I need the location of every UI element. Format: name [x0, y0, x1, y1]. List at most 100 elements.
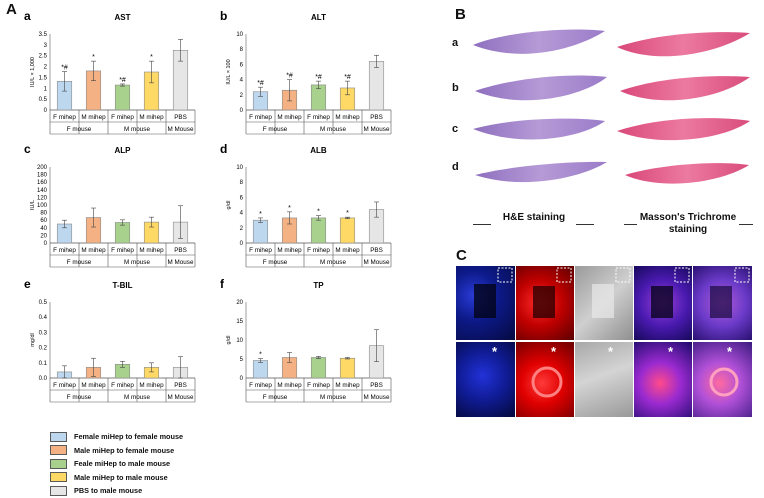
x-tick-label: F mihep	[307, 247, 330, 254]
x-tick-label: F mihep	[111, 382, 134, 389]
y-tick-label: 8	[240, 180, 244, 186]
y-tick-label: 200	[37, 165, 48, 171]
legend-swatch	[50, 458, 67, 469]
x-tick-label: PBS	[370, 247, 383, 254]
legend-label: Male miHep to female mouse	[74, 445, 175, 455]
bar	[310, 217, 327, 244]
group-label: M mouse	[124, 126, 150, 133]
x-tick-label: M mihep	[139, 247, 164, 254]
x-tick-label: F mihep	[249, 114, 272, 121]
y-tick-label: 0.0	[39, 376, 48, 382]
he-section-b	[475, 75, 607, 101]
y-tick-label: 0.1	[39, 361, 48, 367]
y-axis-label: g/dl	[226, 336, 232, 345]
x-tick-label: F mihep	[307, 114, 330, 121]
y-tick-label: 80	[40, 211, 47, 217]
chart-legend: Female miHep to female mouse Male miHep …	[50, 430, 183, 498]
chart-title: ALP	[115, 146, 132, 155]
divider	[624, 224, 637, 225]
bar	[339, 357, 356, 379]
x-tick-label: M mihep	[277, 382, 302, 389]
histology-row-label: b	[452, 82, 459, 94]
panel-A-label: A	[6, 1, 17, 18]
divider	[576, 224, 594, 225]
bar	[368, 61, 385, 111]
bar	[252, 360, 269, 379]
significance-mark: *#	[61, 65, 68, 72]
y-tick-label: 3.5	[39, 32, 48, 38]
chart-title: ALB	[310, 146, 327, 155]
y-tick-label: 15	[236, 319, 243, 325]
y-tick-label: 10	[236, 32, 243, 38]
x-tick-label: F mihep	[53, 114, 76, 121]
he-section-a	[473, 29, 605, 54]
subpanel-letter: a	[24, 9, 31, 23]
bar	[114, 222, 131, 244]
y-tick-label: 2	[240, 226, 244, 232]
y-tick-label: 0	[44, 108, 48, 114]
group-label: F mouse	[263, 259, 288, 266]
histology-row-label: d	[452, 161, 459, 173]
y-tick-label: 2	[240, 93, 244, 99]
y-tick-label: 1	[44, 86, 48, 92]
marker-asterisk: *	[608, 344, 614, 359]
group-label: M Mouse	[168, 126, 194, 133]
divider	[739, 224, 753, 225]
group-label: F mouse	[67, 394, 92, 401]
group-label: M Mouse	[168, 394, 194, 401]
legend-label: Male miHep to male mouse	[74, 472, 168, 482]
group-label: M mouse	[320, 259, 346, 266]
x-tick-label: F mihep	[53, 382, 76, 389]
micro-bright-bottom	[575, 342, 633, 417]
legend-label: PBS to male mouse	[74, 486, 143, 496]
y-tick-label: 6	[240, 62, 244, 68]
chart-title: AST	[115, 13, 131, 22]
group-label: M Mouse	[364, 259, 390, 266]
marker-asterisk: *	[668, 344, 674, 359]
y-tick-label: 2	[44, 65, 48, 71]
panel-B-label: B	[455, 6, 466, 23]
y-tick-label: 160	[37, 180, 48, 186]
group-label: M mouse	[124, 259, 150, 266]
chart-title: TP	[313, 281, 324, 290]
legend-swatch	[50, 445, 67, 456]
micro-merge2-bottom	[693, 342, 752, 417]
y-tick-label: 4	[240, 211, 244, 217]
y-tick-label: 40	[40, 226, 47, 232]
y-tick-label: 20	[40, 233, 47, 239]
x-tick-label: M mihep	[81, 382, 106, 389]
x-tick-label: PBS	[174, 247, 187, 254]
y-tick-label: 10	[236, 338, 243, 344]
group-label: M mouse	[320, 126, 346, 133]
legend-item: Male miHep to female mouse	[50, 444, 183, 458]
x-tick-label: F mihep	[249, 247, 272, 254]
legend-item: Male miHep to male mouse	[50, 471, 183, 485]
y-tick-label: 6	[240, 195, 244, 201]
subpanel-letter: f	[220, 277, 225, 291]
marker-asterisk: *	[492, 344, 498, 359]
bar	[310, 357, 327, 379]
chart-title: T-BIL	[113, 281, 133, 290]
x-tick-label: M mihep	[277, 247, 302, 254]
x-tick-label: M mihep	[335, 114, 360, 121]
y-axis-label: IU/L × 1,000	[30, 57, 36, 87]
y-tick-label: 10	[236, 165, 243, 171]
x-tick-label: F mihep	[111, 247, 134, 254]
x-tick-label: F mihep	[111, 114, 134, 121]
y-tick-label: 0.3	[39, 330, 48, 336]
group-label: F mouse	[263, 126, 288, 133]
group-label: F mouse	[263, 394, 288, 401]
chart-panel-A: a AST IU/L × 1,000 0 0.5 1 1.5 2 2.5 3 3.5 *# F mihe…	[24, 9, 392, 403]
y-axis-label: IU/L	[30, 200, 36, 210]
panel-C-label: C	[456, 247, 467, 264]
y-tick-label: 0.2	[39, 346, 48, 352]
group-label: F mouse	[67, 126, 92, 133]
x-tick-label: M mihep	[335, 382, 360, 389]
x-tick-label: F mihep	[53, 247, 76, 254]
legend-swatch	[50, 472, 67, 483]
mt-section-b	[620, 76, 750, 101]
y-tick-label: 0.4	[39, 315, 48, 321]
y-tick-label: 1.5	[39, 75, 48, 81]
x-tick-label: PBS	[174, 114, 187, 121]
y-tick-label: 0	[240, 108, 244, 114]
